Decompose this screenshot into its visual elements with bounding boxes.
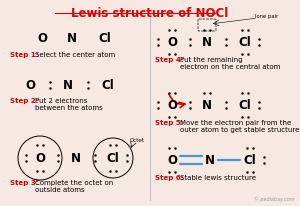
Text: Step 1:: Step 1: (10, 52, 38, 58)
Text: Step 4:: Step 4: (155, 57, 184, 63)
Text: Select the center atom: Select the center atom (35, 52, 115, 58)
Text: Cl: Cl (238, 98, 251, 111)
Text: Stable lewis structure: Stable lewis structure (180, 175, 256, 181)
Text: Put 2 electrons: Put 2 electrons (35, 98, 87, 104)
Text: electron on the central atom: electron on the central atom (180, 64, 280, 70)
Text: O: O (37, 32, 47, 44)
Text: N: N (202, 35, 212, 48)
Text: N: N (71, 151, 81, 165)
Text: Cl: Cl (244, 153, 256, 166)
Text: outer atom to get stable structure: outer atom to get stable structure (180, 127, 299, 133)
Text: Octet: Octet (130, 138, 145, 143)
Text: © pediabay.com: © pediabay.com (254, 196, 295, 202)
Text: O: O (25, 78, 35, 91)
Text: N: N (67, 32, 77, 44)
Text: Step 2:: Step 2: (10, 98, 38, 104)
Text: Cl: Cl (102, 78, 114, 91)
Text: Step 6:: Step 6: (155, 175, 183, 181)
Text: N: N (202, 98, 212, 111)
Text: Complete the octet on: Complete the octet on (35, 180, 113, 186)
Text: O: O (35, 151, 45, 165)
Text: outside atoms: outside atoms (35, 187, 85, 193)
Text: lone pair: lone pair (255, 14, 278, 19)
Text: Step 3:: Step 3: (10, 180, 38, 186)
Text: Cl: Cl (238, 35, 251, 48)
Text: Move the electron pair from the: Move the electron pair from the (180, 120, 291, 126)
Text: O: O (167, 153, 177, 166)
Text: Cl: Cl (106, 151, 119, 165)
Text: Put the remaining: Put the remaining (180, 57, 243, 63)
Text: N: N (205, 153, 215, 166)
Text: Step 5:: Step 5: (155, 120, 183, 126)
Text: O: O (167, 35, 177, 48)
Text: Lewis structure of NOCl: Lewis structure of NOCl (71, 7, 229, 20)
Text: Cl: Cl (99, 32, 111, 44)
Text: O: O (167, 98, 177, 111)
Text: between the atoms: between the atoms (35, 105, 103, 111)
Text: N: N (63, 78, 73, 91)
